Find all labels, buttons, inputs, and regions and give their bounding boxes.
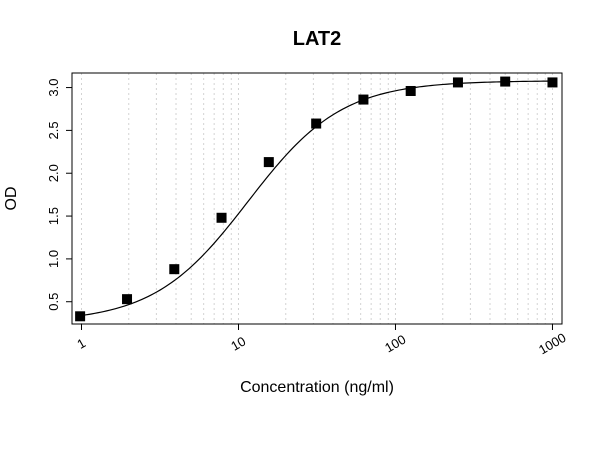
y-tick-label: 3.0 [46,79,61,97]
data-point [311,118,322,129]
grid-lines [80,73,553,324]
x-axis-label: Concentration (ng/ml) [240,379,394,396]
data-point [169,264,180,275]
chart-title: LAT2 [293,28,342,50]
data-point [263,157,274,168]
data-point [500,76,511,87]
data-point [358,94,369,105]
data-points [75,76,558,322]
data-point [216,212,227,223]
y-tick-label: 1.0 [46,250,61,268]
x-tick-label: 1 [74,335,88,352]
data-point [547,77,558,88]
fit-curve-layer [80,80,553,317]
data-point [75,311,86,322]
data-point [405,85,416,96]
y-tick-label: 0.5 [46,293,61,311]
y-axis: 0.5 1.0 1.5 2.0 2.5 3.0 [46,79,72,311]
y-tick-label: 2.5 [46,121,61,139]
data-point [452,77,463,88]
y-tick-label: 1.5 [46,207,61,225]
x-tick-label: 1000 [536,330,569,357]
y-axis-label: OD [3,187,20,211]
x-tick-label: 10 [228,333,248,353]
plot-frame [71,72,563,325]
x-tick-label: 100 [382,332,408,356]
fit-curve [80,80,553,317]
x-axis: 1 10 100 1000 [74,324,568,357]
y-tick-label: 2.0 [46,164,61,182]
data-point [122,294,133,305]
